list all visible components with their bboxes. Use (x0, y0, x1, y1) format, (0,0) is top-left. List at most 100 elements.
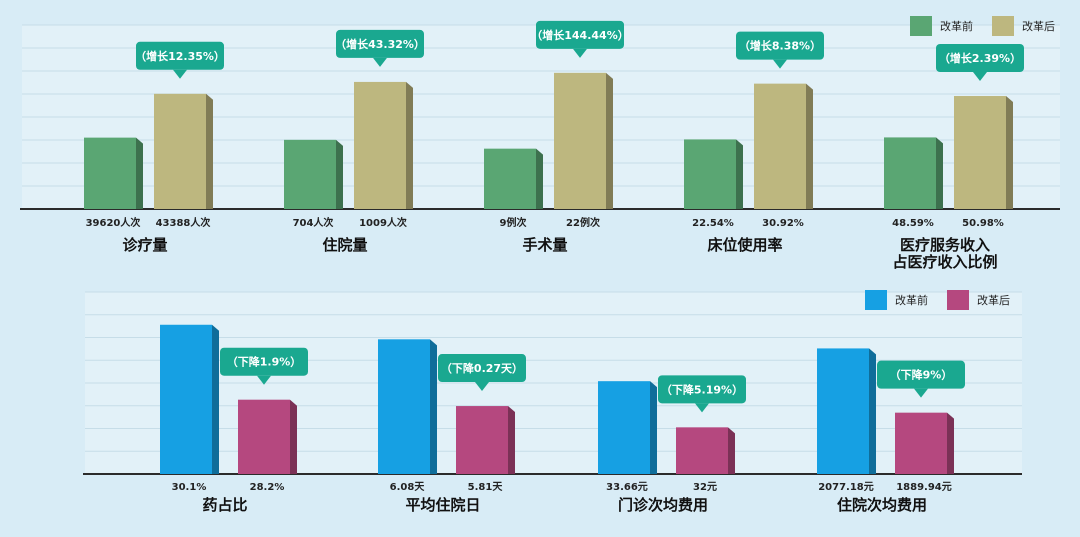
value-label-after-g4: 1889.94元 (896, 481, 952, 493)
value-label-after-g1: 28.2% (250, 482, 285, 493)
value-label-before-g2: 704人次 (293, 216, 334, 229)
value-label-after-g5: 50.98% (962, 218, 1004, 229)
category-label-g1-line1: 诊疗量 (122, 236, 167, 254)
bar-after-g3 (676, 427, 728, 474)
change-bubble-pointer-g4 (914, 388, 928, 398)
legend-swatch-1 (910, 16, 932, 36)
legend-label-2: 改革后 (977, 293, 1010, 307)
category-label-g2-line1: 住院量 (322, 236, 367, 254)
bar-side-after-g2 (406, 81, 413, 209)
change-bubble-pointer-g2 (475, 382, 489, 392)
value-label-before-g4: 2077.18元 (818, 481, 874, 493)
bar-side-before-g4 (736, 139, 743, 209)
value-label-after-g4: 30.92% (762, 218, 804, 229)
bar-side-after-g5 (1006, 96, 1013, 209)
change-text-g2: （下降0.27天） (441, 361, 523, 375)
change-bubble-g3 (658, 375, 746, 404)
value-label-before-g3: 33.66元 (606, 481, 648, 493)
bar-before-g4 (684, 139, 736, 209)
category-label-g1-line1: 药占比 (202, 496, 247, 514)
legend-label-1: 改革前 (940, 19, 973, 33)
bar-after-g1 (154, 93, 206, 209)
bar-side-before-g3 (536, 148, 543, 209)
bar-side-after-g3 (606, 72, 613, 209)
legend-swatch-2 (992, 16, 1014, 36)
bar-before-g1 (84, 137, 136, 209)
value-label-before-g3: 9例次 (500, 216, 527, 229)
bar-before-g2 (378, 339, 430, 474)
value-label-before-g2: 6.08天 (390, 481, 426, 493)
bar-side-before-g1 (212, 324, 219, 474)
change-bubble-pointer-g3 (573, 48, 587, 58)
change-bubble-g2 (438, 354, 526, 383)
value-label-before-g1: 30.1% (172, 482, 207, 493)
change-bubble-g4 (736, 31, 824, 60)
category-label-g3-line1: 门诊次均费用 (618, 496, 708, 514)
bar-after-g3 (554, 72, 606, 209)
bar-side-before-g3 (650, 381, 657, 474)
value-label-after-g3: 32元 (693, 481, 717, 493)
bar-after-g2 (456, 406, 508, 474)
bar-after-g1 (238, 399, 290, 474)
change-bubble-g1 (220, 347, 308, 376)
change-bubble-pointer-g1 (173, 69, 187, 79)
change-text-g1: （下降1.9%） (227, 355, 302, 369)
chart-1: 改革前 改革后 39620人次 43388人次 （增长12.35%） 诊疗量 704人次 10… (20, 16, 1060, 271)
category-label-g4-line1: 住院次均费用 (837, 496, 927, 514)
bar-side-after-g2 (508, 406, 515, 474)
category-label-g4-line1: 床位使用率 (707, 236, 782, 254)
legend-label-2: 改革后 (1022, 19, 1055, 33)
change-bubble-pointer-g1 (257, 375, 271, 385)
value-label-before-g5: 48.59% (892, 218, 934, 229)
bar-before-g3 (598, 381, 650, 474)
bar-after-g2 (354, 81, 406, 209)
bar-before-g5 (884, 137, 936, 209)
category-label-g5-line2: 占医疗收入比例 (892, 253, 997, 271)
change-bubble-g4 (877, 360, 965, 389)
bar-side-before-g5 (936, 137, 943, 209)
value-label-after-g2: 5.81天 (468, 481, 504, 493)
bar-side-before-g2 (336, 139, 343, 209)
bar-side-after-g1 (290, 399, 297, 474)
bar-after-g4 (895, 412, 947, 474)
change-text-g4: （增长8.38%） (739, 39, 821, 53)
value-label-after-g3: 22例次 (566, 216, 600, 229)
bar-before-g3 (484, 148, 536, 209)
change-text-g4: （下降9%） (890, 368, 953, 382)
bar-side-before-g1 (136, 137, 143, 209)
category-label-g5-line1: 医疗服务收入 (900, 236, 990, 254)
change-bubble-pointer-g4 (773, 59, 787, 69)
change-text-g3: （增长144.44%） (531, 28, 628, 42)
bar-side-after-g4 (806, 83, 813, 209)
change-bubble-g3 (536, 20, 624, 49)
change-bubble-pointer-g5 (973, 72, 987, 82)
value-label-after-g2: 1009人次 (359, 216, 407, 229)
legend-label-1: 改革前 (895, 293, 928, 307)
legend-swatch-2 (947, 290, 969, 310)
change-text-g5: （增长2.39%） (939, 51, 1021, 65)
value-label-before-g1: 39620人次 (86, 216, 141, 229)
bar-before-g4 (817, 348, 869, 474)
change-text-g3: （下降5.19%） (661, 382, 743, 396)
bar-before-g1 (160, 324, 212, 474)
change-bubble-g1 (136, 41, 224, 70)
category-label-g3-line1: 手术量 (522, 236, 567, 254)
change-text-g2: （增长43.32%） (335, 37, 425, 51)
bar-after-g4 (754, 83, 806, 209)
change-bubble-g5 (936, 44, 1024, 73)
bar-side-after-g1 (206, 93, 213, 209)
chart-2: 改革前 改革后 30.1% 28.2% （下降1.9%） 药占比 6.08天 5.81天 （下降… (83, 290, 1022, 514)
change-bubble-pointer-g2 (373, 57, 387, 67)
bar-before-g2 (284, 139, 336, 209)
category-label-g2-line1: 平均住院日 (405, 496, 480, 514)
legend-swatch-1 (865, 290, 887, 310)
bar-side-before-g2 (430, 339, 437, 474)
change-bubble-g2 (336, 29, 424, 58)
bar-side-after-g3 (728, 427, 735, 474)
bar-side-before-g4 (869, 348, 876, 474)
bar-side-after-g4 (947, 412, 954, 474)
bar-after-g5 (954, 96, 1006, 209)
value-label-after-g1: 43388人次 (156, 216, 211, 229)
